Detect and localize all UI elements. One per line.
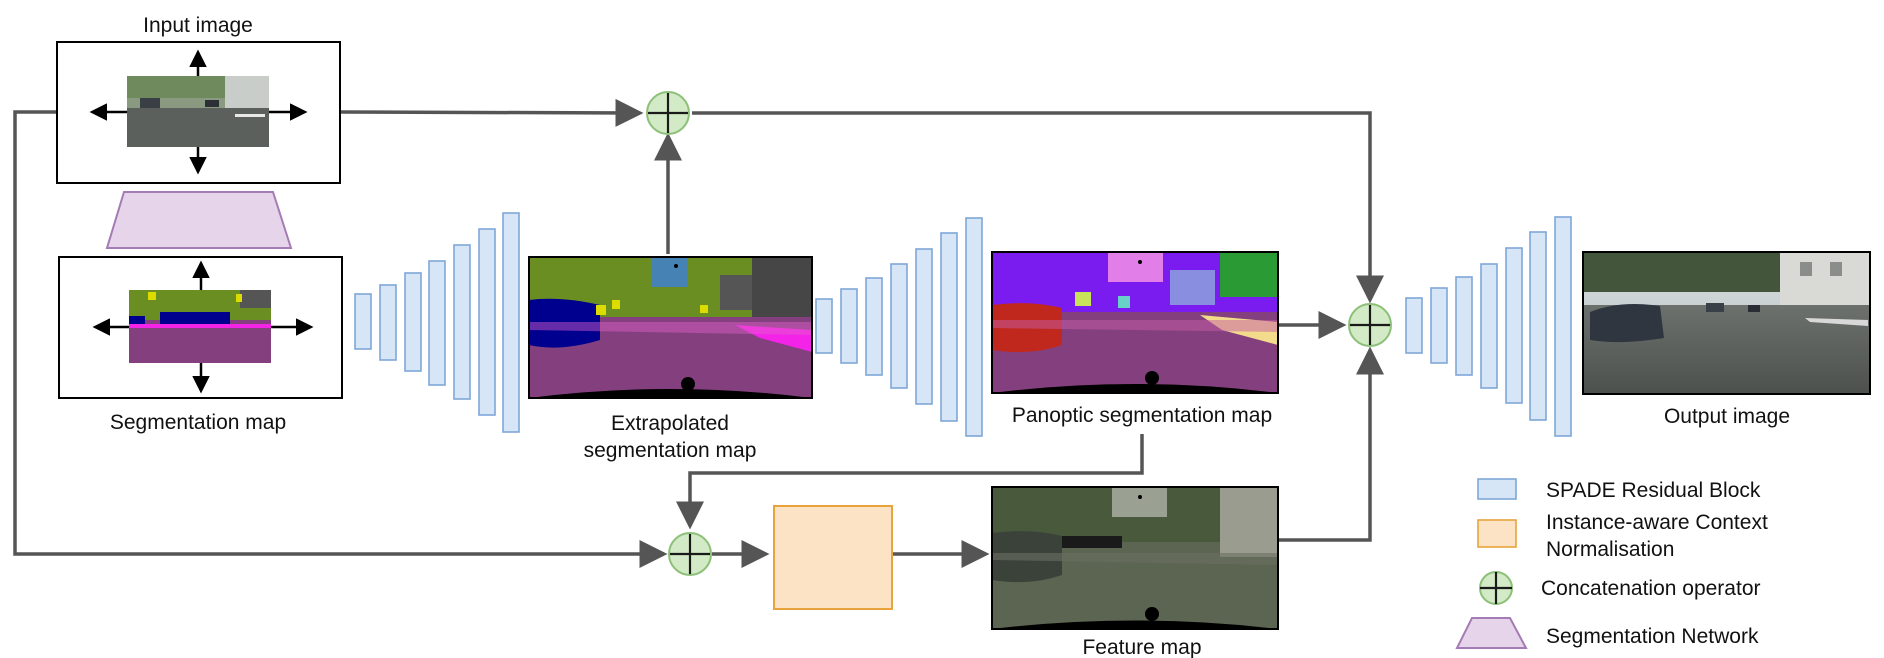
spade-block xyxy=(453,244,471,400)
spade-block xyxy=(502,212,520,433)
arrow-panoptic-to-concat-bottom xyxy=(676,434,1144,530)
panoptic-label: Panoptic segmentation map xyxy=(1012,404,1272,427)
legend-segnet-swatch xyxy=(1455,617,1528,649)
input-image-panel: Input image xyxy=(56,14,341,184)
spade-block xyxy=(354,293,372,350)
spade-block xyxy=(1505,247,1523,404)
instance-aware-context-normalisation-block xyxy=(773,505,893,610)
arrow-input-to-concat-top xyxy=(339,98,644,127)
legend-spade-label: SPADE Residual Block xyxy=(1546,479,1761,502)
spade-block xyxy=(1430,287,1448,364)
extrapolated-label-line2: segmentation map xyxy=(584,439,757,462)
output-image: Output image xyxy=(1582,251,1871,428)
segmentation-map-thumbnail xyxy=(129,290,271,363)
legend-icn-label-line2: Normalisation xyxy=(1546,538,1674,561)
spade-block xyxy=(965,217,983,437)
spade-block-group-2 xyxy=(815,217,983,437)
spade-block xyxy=(915,248,933,405)
legend-icn-swatch xyxy=(1477,519,1517,548)
segmentation-network-shape xyxy=(105,191,293,249)
feature-map: Feature map xyxy=(991,486,1279,658)
spade-block-group-1 xyxy=(354,212,520,433)
spade-block xyxy=(1529,231,1547,421)
arrow-feature-to-concat-right xyxy=(1278,346,1384,542)
arrow-input-to-concat-bottom xyxy=(13,110,668,568)
spade-block xyxy=(815,298,833,354)
arrow-concat-top-to-concat-right xyxy=(692,111,1384,304)
spade-block xyxy=(865,277,883,376)
input-image-thumbnail xyxy=(127,76,269,147)
spade-block xyxy=(840,288,858,364)
legend-icn-label-line1: Instance-aware Context xyxy=(1546,511,1768,534)
legend-segnet-label: Segmentation Network xyxy=(1546,625,1759,648)
output-image-label: Output image xyxy=(1664,405,1790,428)
feature-map-label: Feature map xyxy=(1082,636,1201,658)
legend-concat-label: Concatenation operator xyxy=(1541,577,1761,600)
input-image-label: Input image xyxy=(143,14,253,37)
extrapolation-arrows-input xyxy=(89,49,308,175)
spade-block xyxy=(1405,297,1423,354)
legend-concat-swatch xyxy=(1479,571,1513,605)
legend: SPADE Residual Block Instance-aware Cont… xyxy=(1455,478,1768,649)
spade-block xyxy=(1480,263,1498,389)
spade-block xyxy=(379,284,397,361)
spade-block xyxy=(1455,276,1473,376)
flow-connections xyxy=(13,98,1384,568)
spade-block-group-3 xyxy=(1405,216,1572,437)
segmentation-map-label: Segmentation map xyxy=(110,411,286,434)
panoptic-segmentation-map: Panoptic segmentation map xyxy=(991,251,1279,427)
spade-block xyxy=(428,260,446,386)
segmentation-map-panel: Segmentation map xyxy=(58,256,343,434)
spade-block xyxy=(1554,216,1572,437)
spade-block xyxy=(890,263,908,389)
spade-block xyxy=(940,232,958,422)
extrapolation-arrows-segmap xyxy=(92,260,314,394)
spade-block xyxy=(404,272,422,372)
extrapolated-label-line1: Extrapolated xyxy=(611,412,729,435)
concat-operator-bottom xyxy=(668,532,712,576)
legend-spade-swatch xyxy=(1477,478,1517,500)
concat-operator-top xyxy=(646,91,690,135)
concat-operator-right xyxy=(1348,303,1392,347)
extrapolated-segmentation-map: Extrapolated segmentation map xyxy=(528,256,813,462)
spade-block xyxy=(478,228,496,416)
